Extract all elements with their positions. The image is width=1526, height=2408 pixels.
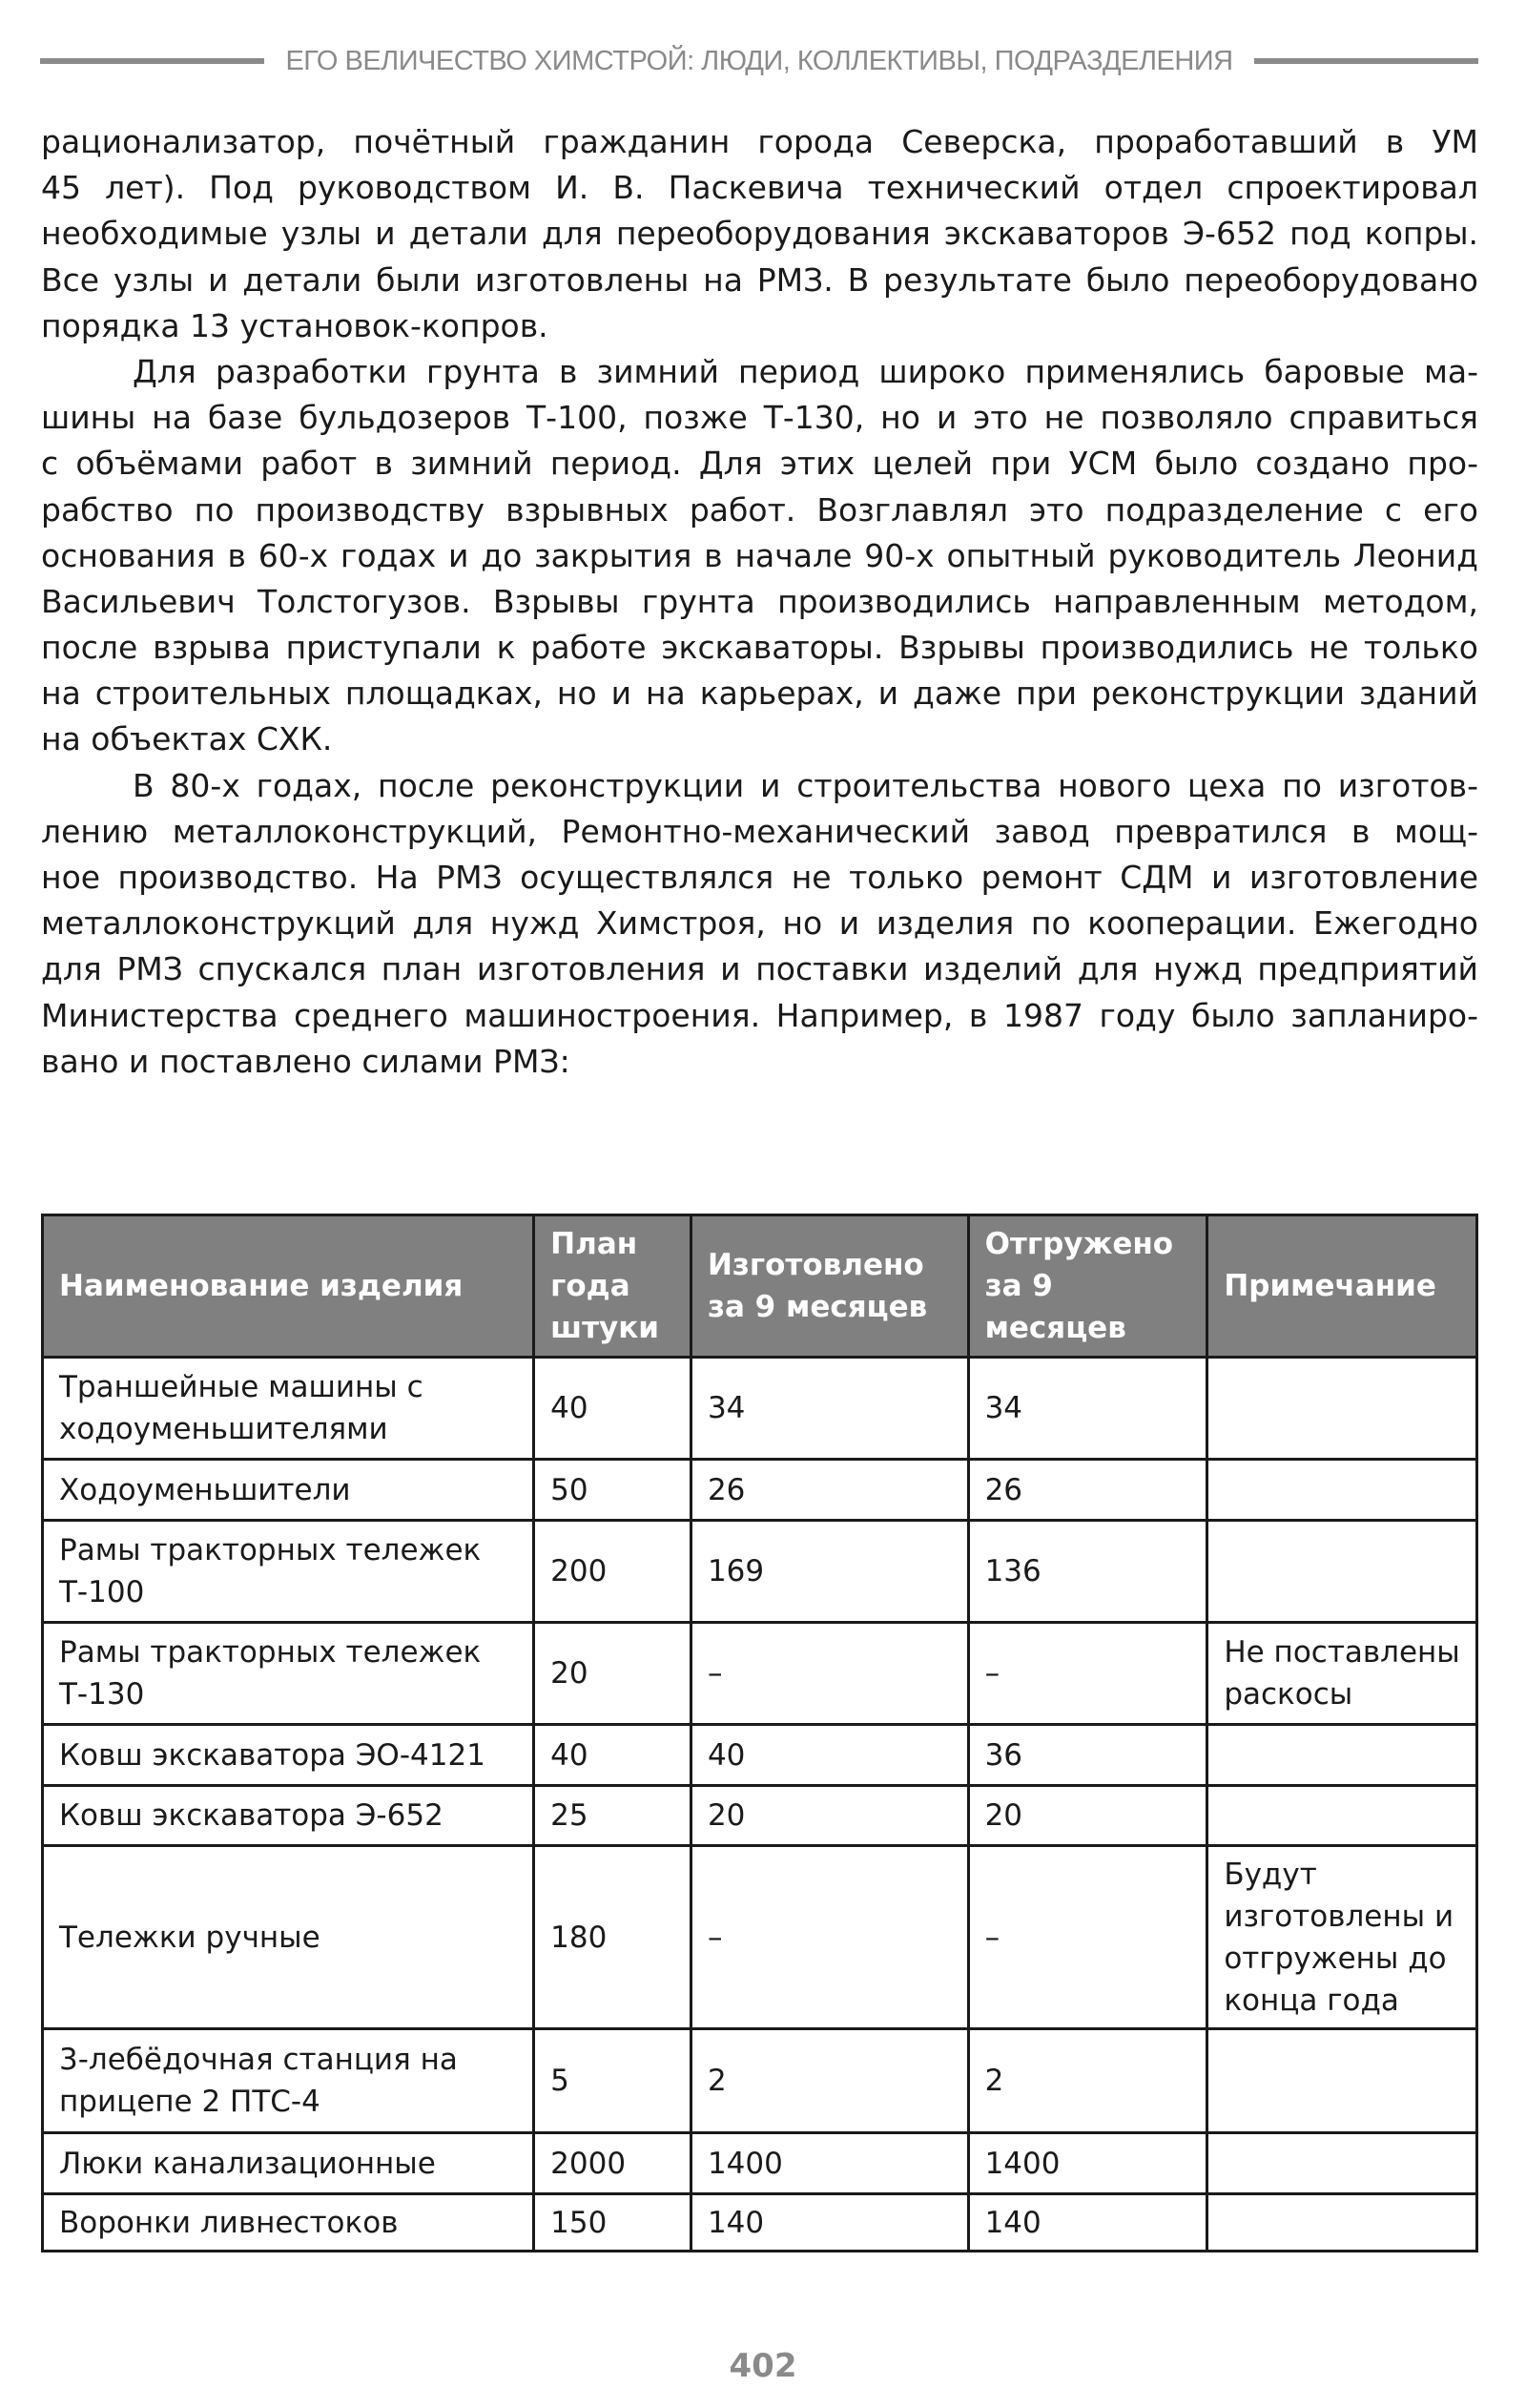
table-cell	[1206, 1458, 1478, 1522]
rule-right	[1253, 58, 1479, 64]
body-text: рационализатор, почётный гражданин город…	[41, 119, 1478, 1085]
paragraph-line: 45 лет). Под руководством И. В. Паскевич…	[41, 169, 1478, 207]
table-cell: Траншейные машины с ходоуменьшителями	[40, 1356, 536, 1461]
paragraph-line: для РМЗ спускался план изготовления и по…	[41, 950, 1478, 988]
table-cell	[1206, 2192, 1478, 2252]
table-cell: 26	[689, 1458, 970, 1522]
paragraph-line: на объектах СХК.	[41, 720, 333, 758]
paragraph-line: Васильевич Толстогузов. Взрывы грунта пр…	[41, 582, 1478, 620]
table-cell: 36	[966, 1723, 1209, 1787]
table-cell: Не поставлены раскосы	[1206, 1621, 1478, 1726]
rule-left	[40, 58, 265, 64]
table-cell: Воронки ливнестоков	[40, 2192, 536, 2252]
table-row: 3-лебёдочная станция на прицепе 2 ПТС-4 5…	[40, 2027, 1478, 2134]
paragraph-line: металлоконструкций для нужд Химстроя, но…	[41, 904, 1478, 943]
column-header: Отгружено за 9 месяцев	[966, 1214, 1209, 1359]
table-cell	[1206, 1356, 1478, 1461]
table-cell: 2	[689, 2027, 970, 2134]
table-cell	[1206, 1519, 1478, 1624]
production-table: Наименование изделия План года штуки Изгот…	[40, 1214, 1478, 2252]
table-cell: Люки канализационные	[40, 2131, 536, 2195]
table-cell: –	[966, 1844, 1209, 2030]
paragraph-line: порядка 13 установок-копров.	[41, 306, 548, 344]
table-cell: Рамы тракторных тележек Т-130	[40, 1621, 536, 1726]
table-cell: 40	[532, 1723, 692, 1787]
paragraph-line: необходимые узлы и детали для переоборуд…	[41, 215, 1478, 253]
table-cell: 50	[532, 1458, 692, 1522]
table-cell: 136	[966, 1519, 1209, 1624]
paragraph-line: на строительных площадках, но и на карье…	[41, 675, 1478, 713]
column-header: Примечание	[1206, 1214, 1478, 1359]
table-cell: 169	[689, 1519, 970, 1624]
table-cell: Ковш экскаватора ЭО-4121	[40, 1723, 536, 1787]
table-cell: 20	[966, 1784, 1209, 1847]
table-cell: 150	[532, 2192, 692, 2252]
table-row: Ковш экскаватора Э-652 25 20 20	[40, 1784, 1478, 1847]
table-cell: 3-лебёдочная станция на прицепе 2 ПТС-4	[40, 2027, 536, 2134]
paragraph-line: шины на базе бульдозеров Т-100, позже Т-…	[41, 399, 1478, 437]
paragraph-line: Для разработки грунта в зимний период ши…	[133, 352, 1478, 390]
table-cell: 200	[532, 1519, 692, 1624]
table-cell: Тележки ручные	[40, 1844, 536, 2030]
table-row: Рамы тракторных тележек Т-100 200 169 136	[40, 1519, 1478, 1624]
table-cell: 5	[532, 2027, 692, 2134]
paragraph-line: основания в 60-х годах и до закрытия в н…	[41, 536, 1478, 574]
table-cell	[1206, 2027, 1478, 2134]
table-cell: 140	[689, 2192, 970, 2252]
table-cell: 26	[966, 1458, 1209, 1522]
table-header-row: Наименование изделия План года штуки Изгот…	[40, 1214, 1478, 1359]
table-cell: 140	[966, 2192, 1209, 2252]
table-cell: –	[966, 1621, 1209, 1726]
table-cell: 2	[966, 2027, 1209, 2134]
table-cell: 1400	[689, 2131, 970, 2195]
table-cell: Ковш экскаватора Э-652	[40, 1784, 536, 1847]
page-number: 402	[729, 2347, 797, 2385]
paragraph-line: рабство по производству взрывных работ. …	[41, 490, 1478, 529]
table-cell: 40	[532, 1356, 692, 1461]
column-header: Наименование изделия	[40, 1214, 536, 1359]
table-cell: 34	[966, 1356, 1209, 1461]
table-cell	[1206, 2131, 1478, 2195]
table-row: Рамы тракторных тележек Т-130 20– – Не пост…	[40, 1621, 1478, 1726]
table-row: Ходоуменьшители 50 26 26	[40, 1458, 1478, 1522]
paragraph-line: после взрыва приступали к работе экскава…	[41, 629, 1478, 667]
paragraph-line: лению металлоконструкций, Ремонтно-механ…	[41, 812, 1478, 850]
table-row: Ковш экскаватора ЭО-4121 40 40 36	[40, 1723, 1478, 1787]
table-cell: 20	[689, 1784, 970, 1847]
paragraph-line: Министерства среднего машиностроения. На…	[41, 996, 1478, 1034]
running-head-title: ЕГО ВЕЛИЧЕСТВО ХИМСТРОЙ: ЛЮДИ, КОЛЛЕКТИВ…	[285, 45, 1233, 76]
table-row: Люки канализационные 2000 1400 1400	[40, 2131, 1478, 2195]
table-row: Тележки ручные 180– – Будут изготовлены и о…	[40, 1844, 1478, 2030]
paragraph-line: с объёмами работ в зимний период. Для эт…	[41, 445, 1478, 483]
table-cell: 2000	[532, 2131, 692, 2195]
paragraph-line: рационализатор, почётный гражданин город…	[41, 123, 1478, 160]
table-row: Траншейные машины с ходоуменьшителями 40 3…	[40, 1356, 1478, 1461]
table-cell: 34	[689, 1356, 970, 1461]
table-cell: –	[689, 1844, 970, 2030]
table-row: Воронки ливнестоков 150 140 140	[40, 2192, 1478, 2252]
table-cell: 180	[532, 1844, 692, 2030]
table-cell: Рамы тракторных тележек Т-100	[40, 1519, 536, 1624]
table-cell: 40	[689, 1723, 970, 1787]
table-cell: 20	[532, 1621, 692, 1726]
paragraph-line: вано и поставлено силами РМЗ:	[41, 1042, 570, 1080]
paragraph-line: Все узлы и детали были изготовлены на РМ…	[41, 260, 1478, 299]
table-cell	[1206, 1723, 1478, 1787]
running-head: ЕГО ВЕЛИЧЕСТВО ХИМСТРОЙ: ЛЮДИ, КОЛЛЕКТИВ…	[40, 42, 1479, 80]
paragraph-line: В 80-х годах, после реконструкции и стро…	[133, 766, 1478, 804]
table-cell: Будут изготовлены и отгружены до конца г…	[1206, 1844, 1478, 2030]
column-header: Изготовлено за 9 месяцев	[689, 1214, 970, 1359]
paragraph-line: ное производство. На РМЗ осуществлялся н…	[41, 859, 1478, 896]
table-cell: 1400	[966, 2131, 1209, 2195]
table-cell: Ходоуменьшители	[40, 1458, 536, 1522]
table-cell: –	[689, 1621, 970, 1726]
column-header: План года штуки	[532, 1214, 692, 1359]
table-cell	[1206, 1784, 1478, 1847]
table-cell: 25	[532, 1784, 692, 1847]
